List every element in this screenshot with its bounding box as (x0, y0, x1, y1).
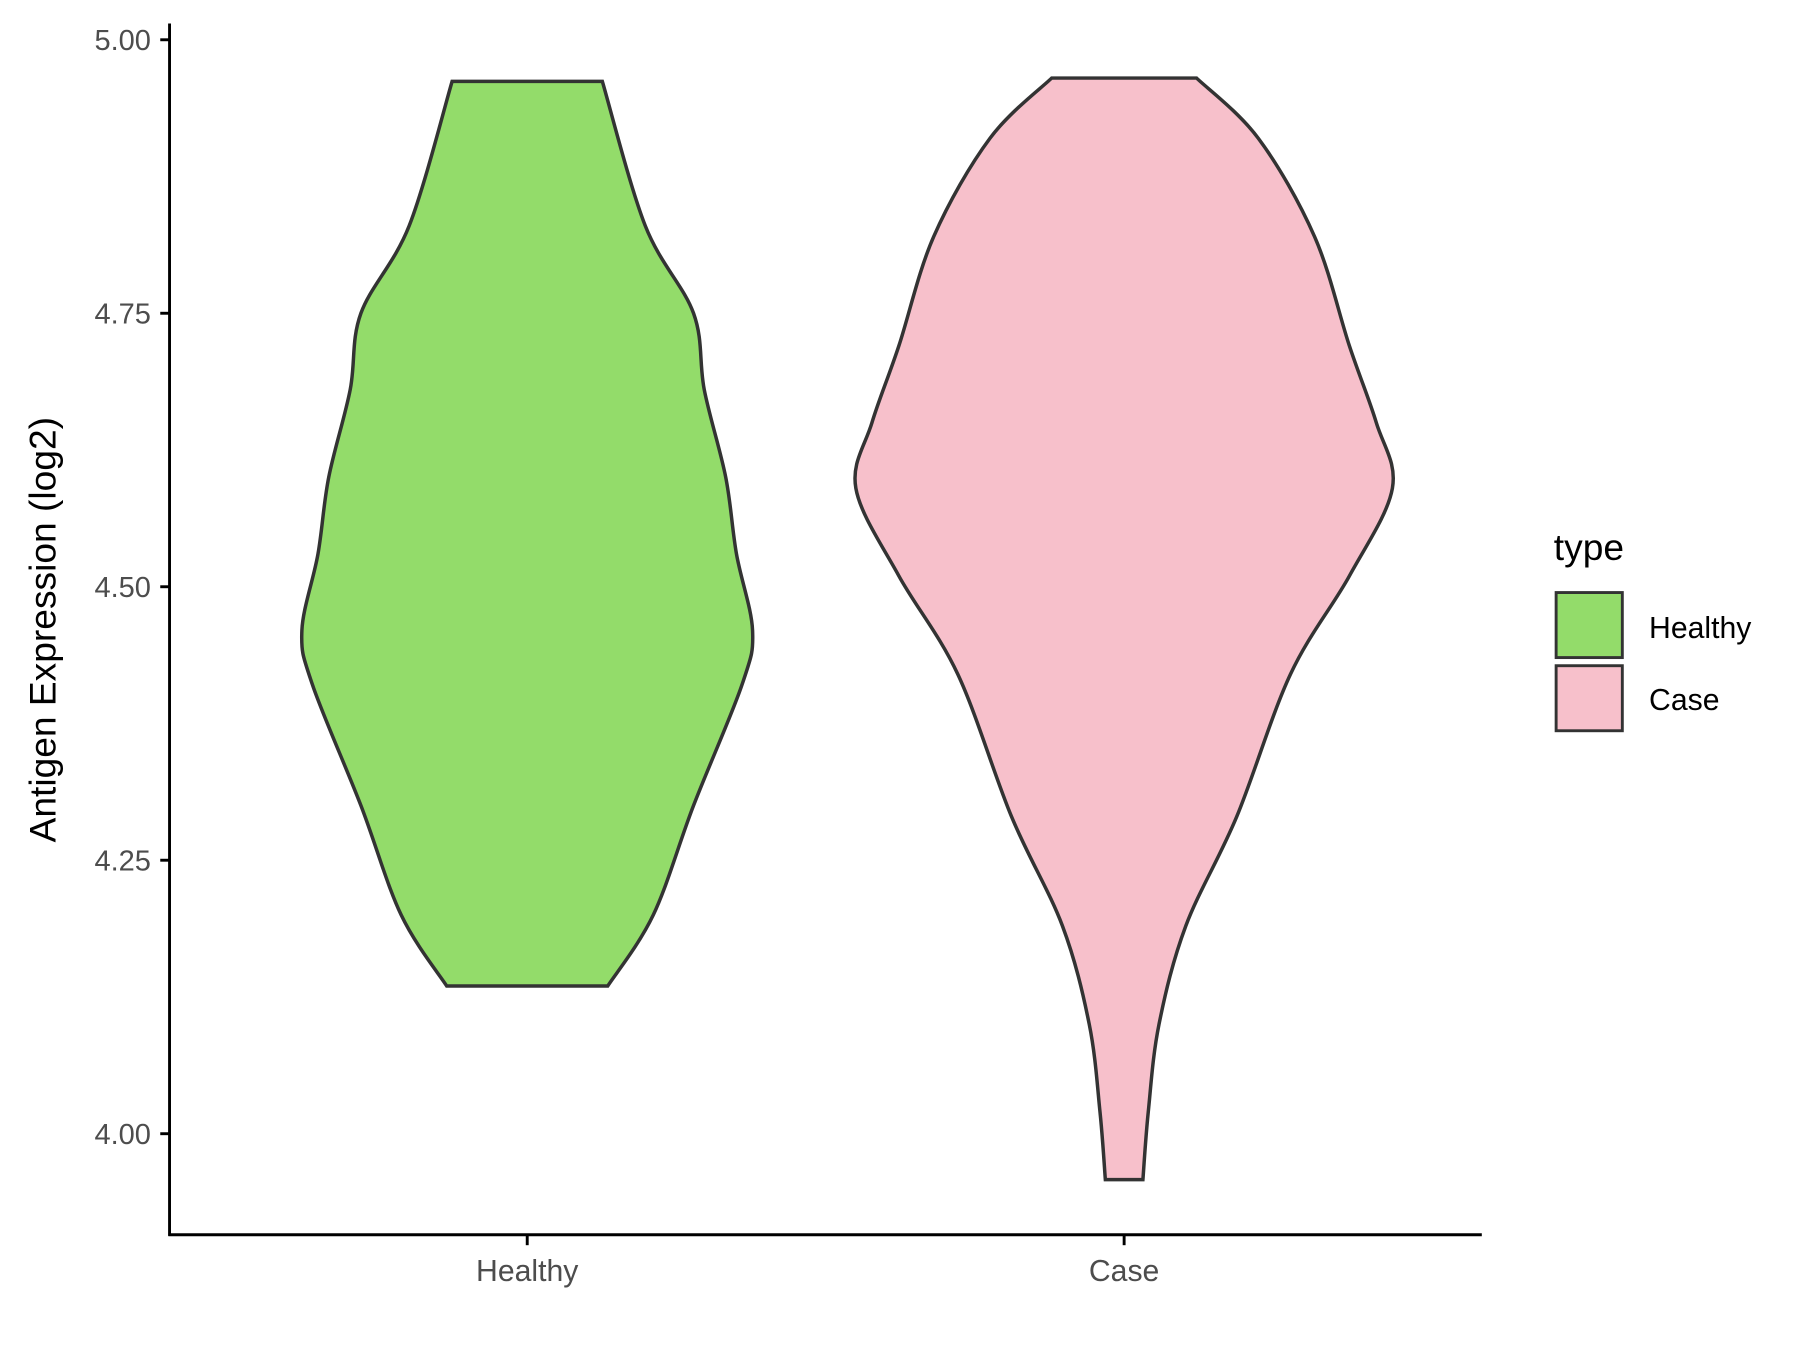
y-axis-label: Antigen Expression (log2) (22, 417, 64, 842)
y-tick-label: 4.50 (94, 572, 150, 604)
x-ticks: Healthy Case (476, 1234, 1159, 1288)
legend-label-healthy: Healthy (1649, 612, 1752, 645)
legend-label-case: Case (1649, 684, 1719, 717)
y-tick-label: 4.00 (94, 1119, 150, 1151)
violin-case (853, 76, 1395, 1182)
legend-key-case (1554, 664, 1624, 733)
y-tick-label: 4.25 (94, 846, 150, 878)
y-ticks: 4.00 4.25 4.50 4.75 5.00 (94, 25, 170, 1151)
x-tick-label-healthy: Healthy (476, 1255, 579, 1288)
violin-healthy (299, 79, 755, 988)
legend: type Healthy Case (1554, 526, 1752, 733)
y-tick-label: 4.75 (94, 299, 150, 331)
x-tick-label-case: Case (1089, 1255, 1159, 1288)
legend-key-healthy (1554, 591, 1624, 660)
violins (299, 76, 1395, 1182)
legend-title: type (1554, 526, 1624, 568)
y-tick-label: 5.00 (94, 25, 150, 57)
